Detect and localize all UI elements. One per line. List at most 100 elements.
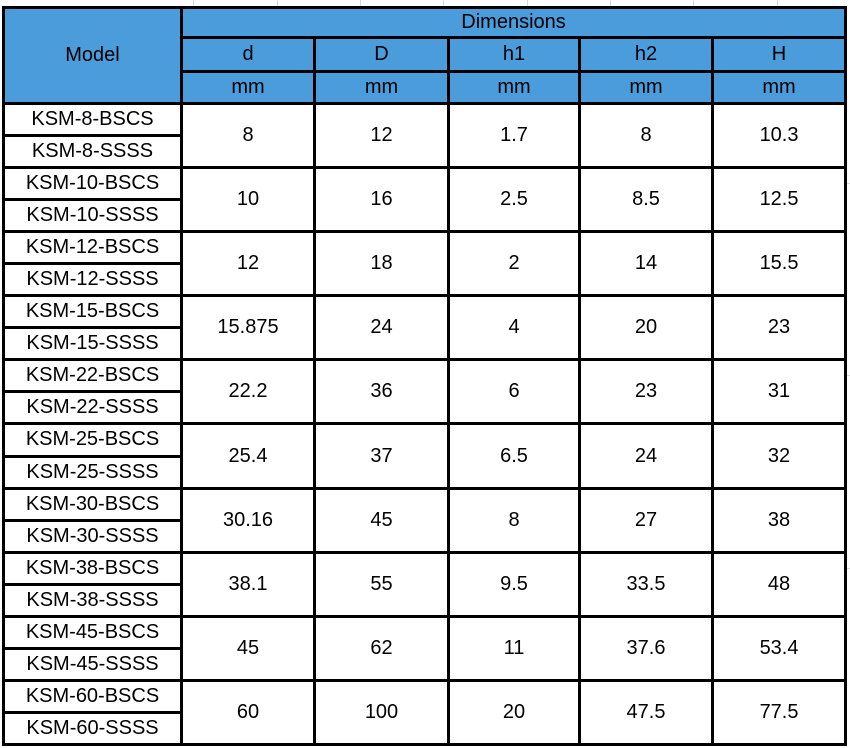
model-cell: KSM-22-SSSS: [2, 390, 183, 426]
value-cell-h2: 8: [578, 101, 714, 170]
value-cell-D: 18: [313, 230, 450, 298]
value-cell-h1: 9.5: [447, 550, 581, 618]
model-column-header: Model: [2, 6, 183, 105]
value-cell-h2: 24: [578, 422, 714, 490]
value-cell-h2: 14: [578, 230, 714, 298]
value-cell-h1: 6: [447, 358, 581, 426]
unit-header-h2: mm: [578, 70, 714, 105]
column-header-H: H: [710, 36, 848, 73]
value-cell-h2: 8.5: [578, 166, 714, 234]
value-cell-d: 30.16: [180, 486, 316, 554]
value-cell-h1: 2: [447, 230, 581, 298]
value-cell-d: 22.2: [180, 358, 316, 426]
model-cell: KSM-12-BSCS: [2, 230, 183, 266]
value-cell-d: 60: [180, 678, 316, 747]
value-cell-h1: 11: [447, 614, 581, 682]
value-cell-d: 8: [180, 101, 316, 170]
value-cell-d: 45: [180, 614, 316, 682]
value-cell-D: 37: [313, 422, 450, 490]
table-row: KSM-8-SSSS: [2, 134, 846, 170]
value-cell-h1: 6.5: [447, 422, 581, 490]
value-cell-H: 23: [710, 294, 848, 362]
table-row: KSM-15-SSSS: [2, 326, 846, 362]
table-row: KSM-12-SSSS: [2, 262, 846, 298]
model-cell: KSM-38-SSSS: [2, 582, 183, 618]
value-cell-D: 12: [313, 101, 450, 170]
model-cell: KSM-10-SSSS: [2, 198, 183, 234]
value-cell-h1: 2.5: [447, 166, 581, 234]
gridline-icon: [777, 0, 778, 6]
value-cell-h2: 47.5: [578, 678, 714, 747]
value-cell-h2: 27: [578, 486, 714, 554]
model-cell: KSM-60-SSSS: [2, 710, 183, 747]
value-cell-d: 38.1: [180, 550, 316, 618]
model-cell: KSM-30-BSCS: [2, 486, 183, 522]
value-cell-H: 38: [710, 486, 848, 554]
value-cell-H: 12.5: [710, 166, 848, 234]
model-cell: KSM-12-SSSS: [2, 262, 183, 298]
gridline-icon: [693, 0, 694, 6]
unit-header-H: mm: [710, 70, 848, 105]
table-row: KSM-8-BSCS 8 12 1.7 8 10.3: [2, 101, 848, 170]
unit-header-D: mm: [313, 70, 450, 105]
model-cell: KSM-22-BSCS: [2, 358, 183, 394]
value-cell-H: 53.4: [710, 614, 848, 682]
value-cell-H: 15.5: [710, 230, 848, 298]
table-row: KSM-38-BSCS 38.1 55 9.5 33.5 48: [2, 550, 848, 618]
value-cell-h2: 23: [578, 358, 714, 426]
table-row: KSM-22-SSSS: [2, 390, 846, 426]
gridline-icon: [193, 0, 194, 6]
value-cell-h2: 37.6: [578, 614, 714, 682]
column-header-h1: h1: [447, 36, 581, 73]
gridline-icon: [845, 183, 850, 184]
value-cell-D: 16: [313, 166, 450, 234]
value-cell-H: 48: [710, 550, 848, 618]
value-cell-D: 24: [313, 294, 450, 362]
gridline-icon: [845, 375, 850, 376]
value-cell-h1: 20: [447, 678, 581, 747]
value-cell-D: 100: [313, 678, 450, 747]
table-row: KSM-60-BSCS 60 100 20 47.5 77.5: [2, 678, 848, 747]
table-row: KSM-22-BSCS 22.2 36 6 23 31: [2, 358, 848, 426]
value-cell-h1: 8: [447, 486, 581, 554]
model-cell: KSM-25-SSSS: [2, 454, 183, 490]
table-row: KSM-10-BSCS 10 16 2.5 8.5 12.5: [2, 166, 848, 234]
table-row: KSM-45-BSCS 45 62 11 37.6 53.4: [2, 614, 848, 682]
table-body: KSM-8-BSCS 8 12 1.7 8 10.3 KSM-8-SSSS KSM-10-BS…: [2, 101, 848, 747]
value-cell-h1: 4: [447, 294, 581, 362]
model-cell: KSM-60-BSCS: [2, 678, 183, 714]
gridline-icon: [360, 0, 361, 6]
value-cell-h2: 20: [578, 294, 714, 362]
table-row: KSM-38-SSSS: [2, 582, 846, 618]
unit-header-h1: mm: [447, 70, 581, 105]
value-cell-D: 62: [313, 614, 450, 682]
model-cell: KSM-10-BSCS: [2, 166, 183, 202]
model-cell: KSM-8-SSSS: [2, 134, 183, 170]
model-cell: KSM-25-BSCS: [2, 422, 183, 458]
value-cell-D: 55: [313, 550, 450, 618]
table-row: KSM-60-SSSS: [2, 710, 846, 747]
table-row: KSM-45-SSSS: [2, 646, 846, 682]
model-cell: KSM-15-SSSS: [2, 326, 183, 362]
gridline-icon: [610, 0, 611, 6]
model-cell: KSM-8-BSCS: [2, 101, 183, 138]
column-header-d: d: [180, 36, 316, 73]
value-cell-D: 36: [313, 358, 450, 426]
model-cell: KSM-45-SSSS: [2, 646, 183, 682]
table-row: KSM-12-BSCS 12 18 2 14 15.5: [2, 230, 848, 298]
value-cell-h2: 33.5: [578, 550, 714, 618]
value-cell-H: 77.5: [710, 678, 848, 747]
table-row: KSM-25-BSCS 25.4 37 6.5 24 32: [2, 422, 848, 490]
value-cell-h1: 1.7: [447, 101, 581, 170]
model-cell: KSM-15-BSCS: [2, 294, 183, 330]
table-row: KSM-30-SSSS: [2, 518, 846, 554]
table-row: KSM-15-BSCS 15.875 24 4 20 23: [2, 294, 848, 362]
value-cell-d: 25.4: [180, 422, 316, 490]
value-cell-H: 32: [710, 422, 848, 490]
gridline-icon: [277, 0, 278, 6]
unit-header-d: mm: [180, 70, 316, 105]
gridline-icon: [845, 568, 850, 569]
table-row: KSM-25-SSSS: [2, 454, 846, 490]
value-cell-D: 45: [313, 486, 450, 554]
dimensions-table: Model Dimensions d D h1 h2 H mm mm mm mm…: [2, 6, 848, 747]
